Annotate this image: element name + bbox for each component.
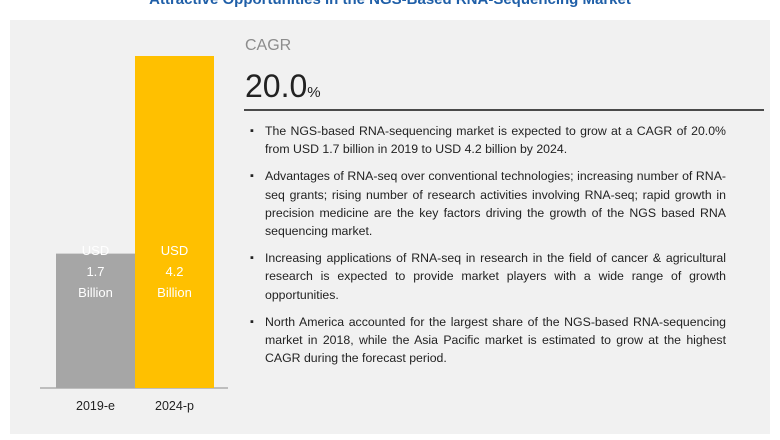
bar-data-label: USD bbox=[82, 243, 109, 258]
insight-text: Increasing applications of RNA-seq in re… bbox=[265, 251, 726, 302]
cagr-value: 20.0% bbox=[245, 66, 321, 113]
insight-item: ▪ North America accounted for the largest… bbox=[250, 313, 726, 368]
cagr-number: 20.0 bbox=[245, 68, 308, 104]
insights-list: ▪ The NGS-based RNA-sequencing market is … bbox=[250, 122, 726, 376]
insight-text: Advantages of RNA-seq over conventional … bbox=[265, 169, 726, 239]
bar-data-label: 4.2 bbox=[165, 264, 183, 279]
cagr-divider bbox=[244, 109, 764, 111]
cagr-label: CAGR bbox=[245, 37, 292, 54]
insight-item: ▪ Advantages of RNA-seq over conventional… bbox=[250, 167, 726, 240]
bar-data-label: 1.7 bbox=[86, 264, 104, 279]
bullet-icon: ▪ bbox=[250, 170, 254, 183]
bullet-icon: ▪ bbox=[250, 125, 254, 137]
bar-data-label: USD bbox=[161, 243, 188, 258]
bar-2019-e bbox=[56, 253, 135, 388]
bar-2024-p bbox=[135, 56, 214, 388]
bar-data-label: Billion bbox=[157, 285, 192, 300]
bar-data-label: Billion bbox=[78, 285, 113, 300]
insight-text: North America accounted for the largest … bbox=[265, 314, 726, 366]
bullet-icon: ▪ bbox=[250, 315, 254, 328]
x-tick-label: 2024-p bbox=[155, 399, 194, 413]
cagr-unit: % bbox=[307, 84, 321, 101]
insight-item: ▪ The NGS-based RNA-sequencing market is … bbox=[250, 122, 726, 158]
page-title: Attractive Opportunities in the NGS-Base… bbox=[0, 0, 780, 8]
x-tick-label: 2019-e bbox=[76, 399, 115, 413]
insight-text: The NGS-based RNA-sequencing market is e… bbox=[265, 124, 726, 157]
bullet-icon: ▪ bbox=[250, 252, 254, 265]
insight-item: ▪ Increasing applications of RNA-seq in r… bbox=[250, 249, 726, 304]
